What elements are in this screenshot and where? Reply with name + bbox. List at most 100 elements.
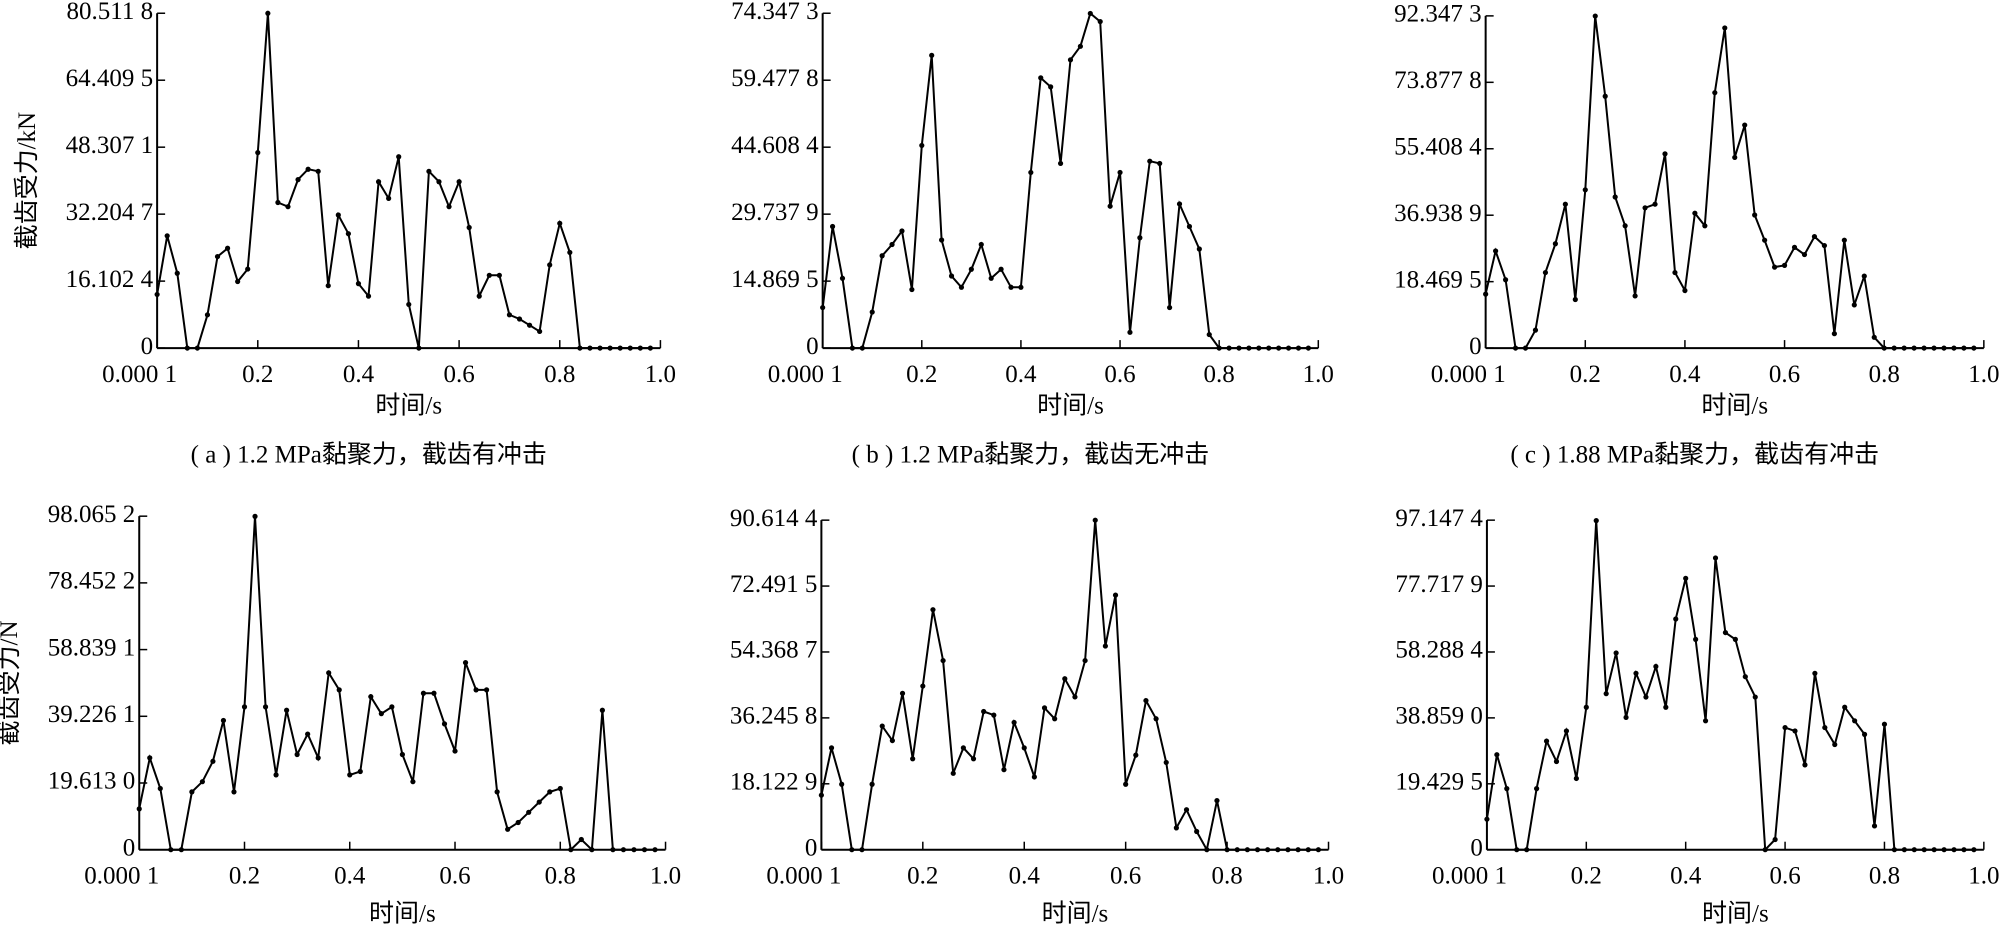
data-point (1553, 758, 1560, 765)
data-point (1921, 847, 1927, 853)
data-point (1077, 43, 1083, 49)
x-tick-label: 0.2 (229, 862, 260, 889)
y-tick-label: 58.839 1 (48, 634, 136, 661)
data-point (1583, 704, 1589, 710)
x-tick-label: 1.0 (1313, 862, 1344, 889)
y-tick-label: 55.408 4 (1394, 133, 1482, 160)
data-point (859, 345, 865, 351)
y-tick-label: 14.869 5 (731, 266, 819, 293)
data-point (224, 245, 231, 251)
data-point (1822, 724, 1828, 731)
data-point (1102, 643, 1108, 649)
data-point (578, 836, 584, 843)
x-tick-label: 0.8 (1211, 862, 1242, 889)
data-point (1832, 741, 1838, 748)
data-point (1602, 93, 1608, 99)
data-point (899, 690, 906, 696)
chart-title: ( c ) 1.88 MPa黏聚力，截齿有冲击 (1510, 440, 1879, 468)
data-point (1921, 345, 1927, 351)
data-point (1542, 269, 1549, 276)
data-point (1682, 287, 1688, 294)
data-point (939, 237, 945, 243)
data-point (1851, 302, 1857, 308)
x-tick-label: 0.4 (334, 862, 366, 889)
data-point (1246, 345, 1252, 351)
data-point (1087, 10, 1093, 17)
data-point (547, 262, 553, 268)
y-axis-label: 截齿受力/N (0, 620, 23, 745)
data-point (375, 179, 382, 185)
data-point (889, 241, 895, 248)
x-tick-label: 0.8 (1204, 361, 1235, 388)
data-point (1692, 210, 1698, 216)
data-point (1532, 327, 1539, 333)
data-point (1812, 670, 1818, 676)
data-point (1011, 719, 1017, 726)
data-point (1672, 269, 1678, 276)
data-point (637, 345, 643, 351)
data-point (174, 270, 180, 276)
data-point (275, 199, 281, 206)
x-tick-label: 0.6 (1769, 862, 1800, 889)
x-tick-label: 1.0 (1968, 361, 1999, 388)
data-point (1502, 277, 1509, 283)
data-point (1133, 752, 1139, 758)
data-point (426, 168, 432, 174)
data-point (199, 779, 205, 785)
data-point (1742, 122, 1748, 128)
data-point (849, 847, 855, 853)
data-point (1742, 674, 1748, 680)
data-point (1315, 847, 1321, 853)
data-point (1543, 738, 1550, 744)
data-point (958, 284, 965, 290)
data-point (1206, 331, 1212, 338)
y-tick-label: 0 (1470, 834, 1483, 861)
data-point (587, 345, 593, 351)
data-point (335, 212, 341, 218)
data-point (1881, 345, 1887, 351)
data-point (1052, 716, 1058, 722)
data-point (1663, 704, 1669, 710)
data-point (483, 687, 490, 693)
data-point (1693, 636, 1699, 642)
data-point (1951, 847, 1957, 853)
y-tick-label: 48.307 1 (66, 132, 154, 159)
x-tick-label: 0.2 (906, 361, 937, 388)
y-tick-label: 39.226 1 (48, 701, 136, 728)
data-point (1524, 847, 1530, 853)
data-point (1018, 284, 1024, 290)
data-point (1295, 847, 1301, 853)
data-point (1194, 828, 1200, 835)
data-point (295, 177, 301, 183)
data-point (1732, 154, 1738, 161)
data-point (1512, 345, 1519, 351)
data-point (1072, 694, 1078, 700)
y-tick-label: 19.613 0 (48, 768, 136, 795)
data-point (1841, 237, 1847, 243)
data-point (818, 792, 824, 798)
data-point (1881, 721, 1888, 727)
data-point (1057, 160, 1064, 167)
data-point (1062, 676, 1068, 682)
data-point (416, 345, 422, 351)
data-point (1117, 169, 1123, 176)
data-point (1493, 248, 1499, 254)
data-point (456, 179, 462, 185)
data-point (970, 756, 977, 762)
data-point (1008, 284, 1014, 290)
data-line (821, 11, 1309, 350)
data-line (820, 520, 1319, 853)
data-point (641, 847, 648, 853)
x-tick-label: 0.8 (545, 862, 576, 889)
data-point (1067, 57, 1074, 63)
data-point (1901, 847, 1907, 853)
data-point (315, 168, 321, 174)
x-tick-label: 0.000 1 (1431, 361, 1506, 388)
data-point (597, 345, 603, 351)
data-point (1186, 223, 1193, 230)
x-axis-label: 时间/s (1042, 900, 1109, 928)
x-tick-label: 0.6 (1104, 361, 1135, 388)
data-point (557, 220, 563, 226)
y-tick-label: 44.608 4 (731, 132, 819, 159)
data-point (879, 723, 885, 729)
